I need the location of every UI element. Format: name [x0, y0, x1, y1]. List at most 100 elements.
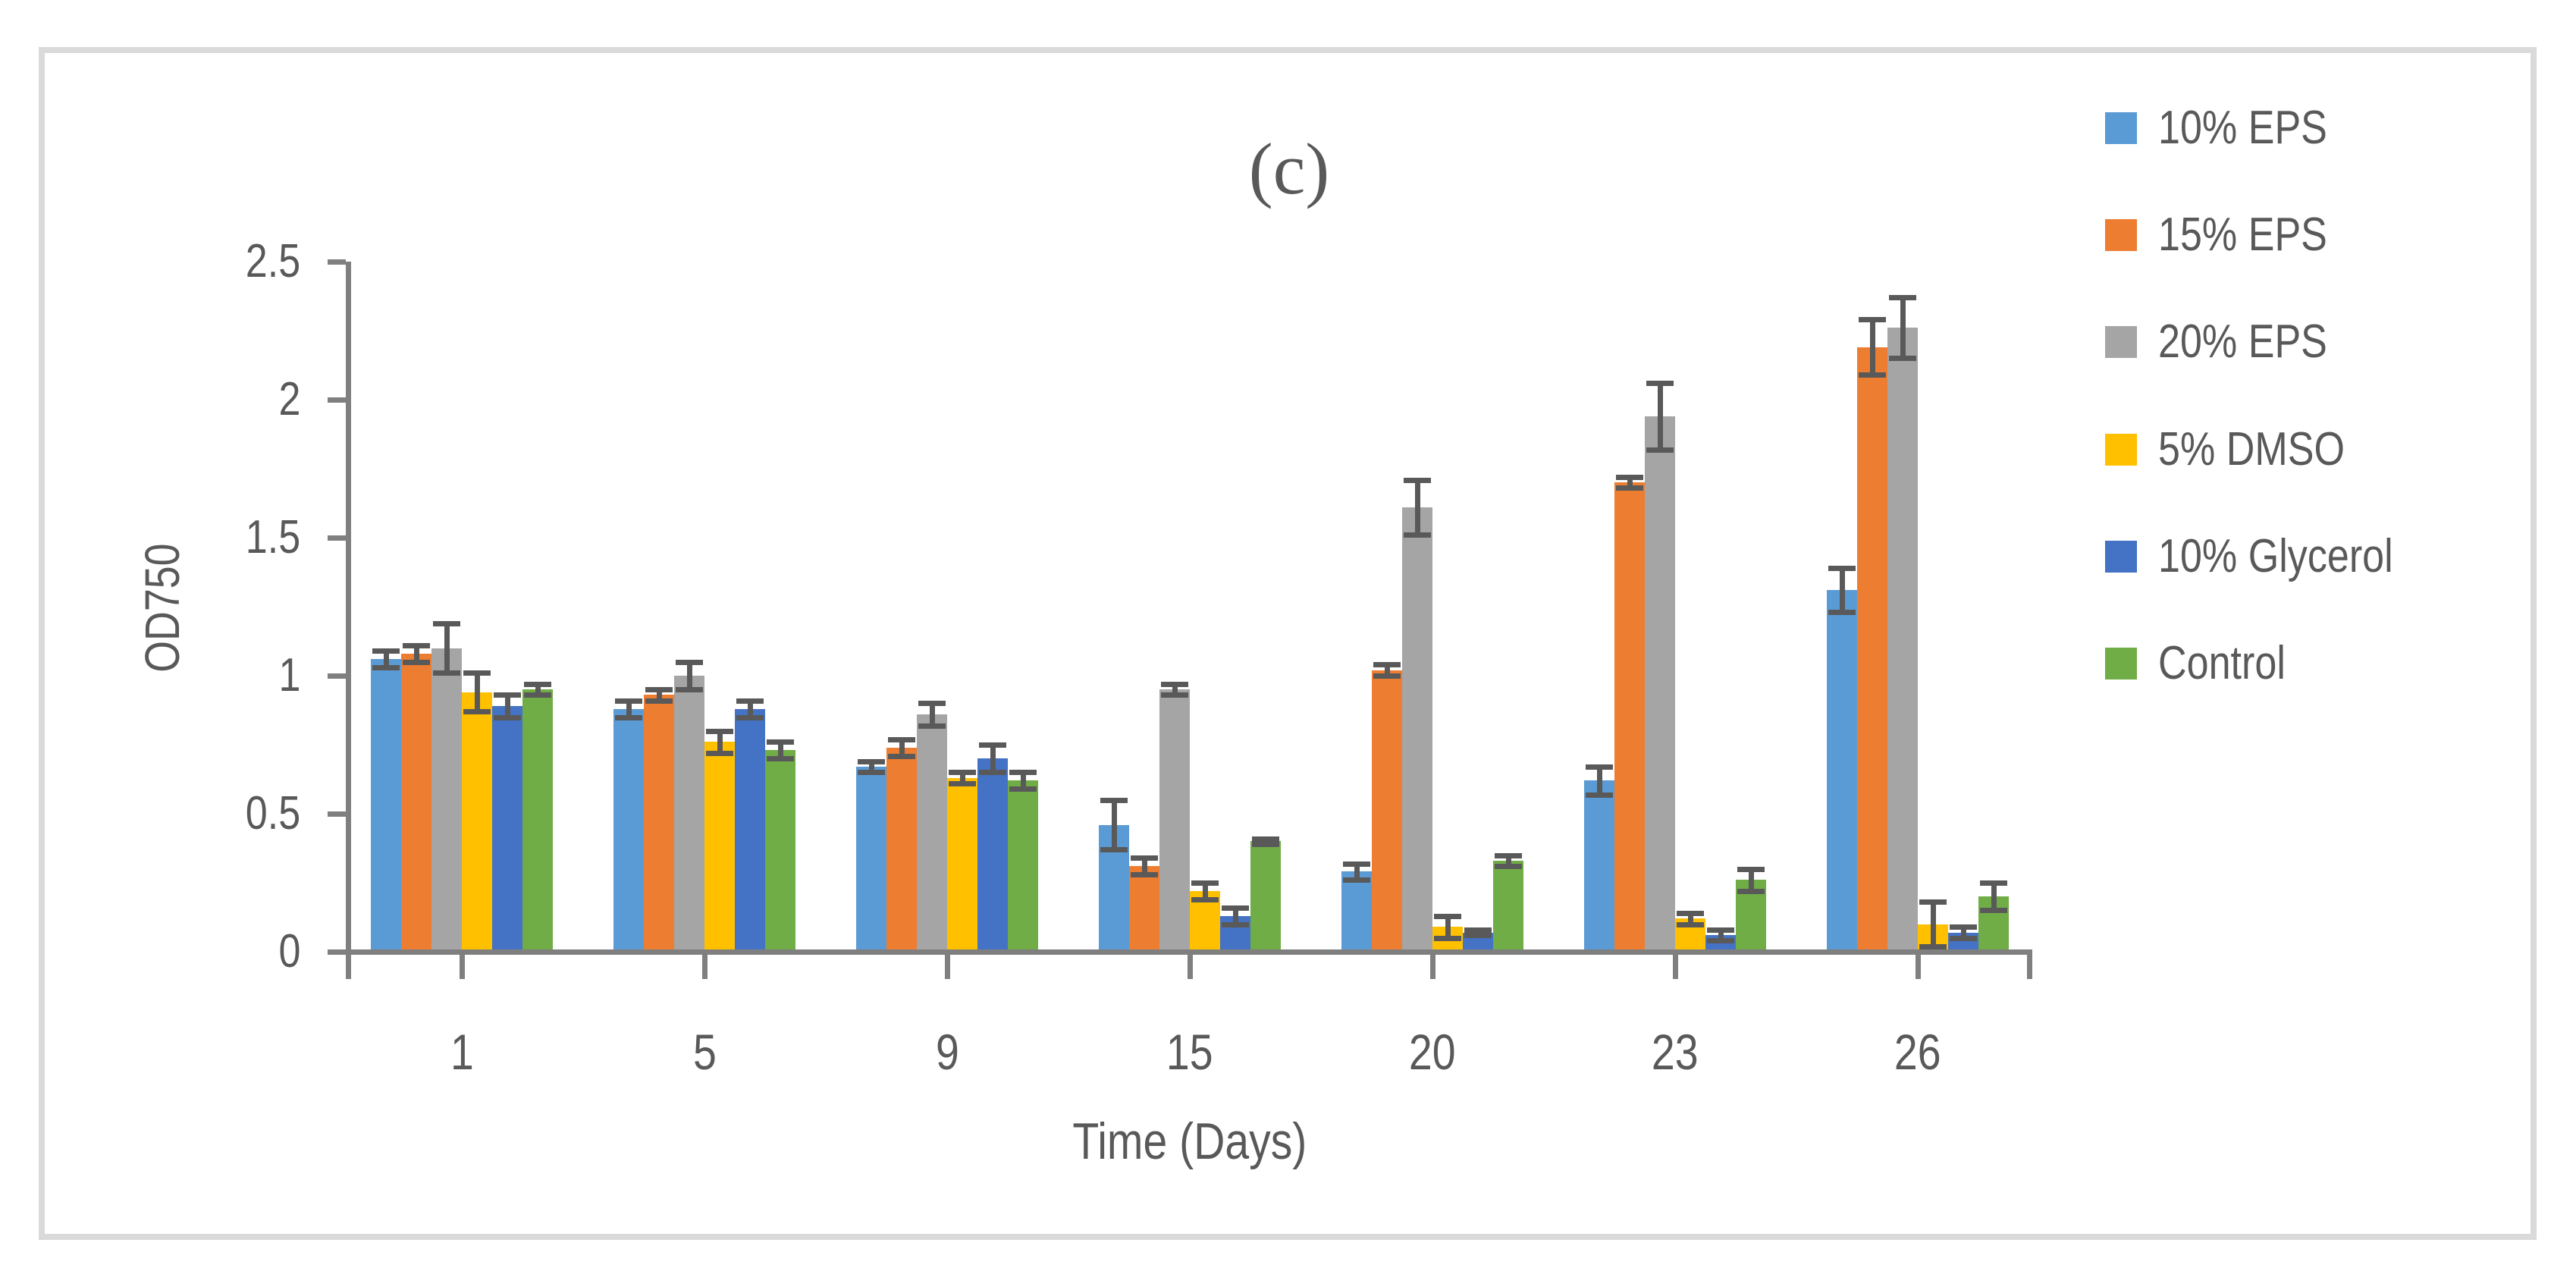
x-tick-label: 20 [1349, 1018, 1516, 1086]
error-bar-line [1658, 383, 1663, 450]
error-bar-line [1688, 913, 1693, 924]
x-axis-tick [702, 955, 708, 979]
y-axis-tick [328, 811, 346, 817]
error-bar-line [1203, 883, 1208, 899]
bar [1614, 482, 1645, 952]
bar [522, 689, 553, 952]
error-bar-line [899, 739, 905, 756]
bar [1645, 416, 1675, 952]
x-tick-label-text: 15 [1166, 1024, 1213, 1080]
bar [1402, 507, 1432, 952]
error-bar-line [475, 673, 480, 711]
error-bar-cap [1586, 792, 1613, 798]
error-bar-line [717, 731, 723, 753]
bar [886, 748, 917, 952]
error-bar-line [778, 742, 783, 758]
bar [1857, 347, 1887, 952]
error-bar-cap [979, 742, 1006, 748]
error-bar-cap [1100, 847, 1128, 852]
error-bar-cap [524, 682, 551, 687]
bar [401, 654, 431, 952]
error-bar-cap [858, 759, 885, 764]
error-bar-line [990, 745, 996, 772]
error-bar-cap [1495, 853, 1522, 858]
y-tick-label-text: 2.5 [245, 235, 300, 287]
x-axis-title-text: Time (Days) [1072, 1113, 1307, 1170]
error-bar-line [748, 701, 753, 717]
error-bar-line [1931, 902, 1936, 946]
bar [1341, 871, 1372, 952]
error-bar-cap [1828, 566, 1856, 571]
y-axis-line [346, 262, 351, 955]
error-bar-cap [433, 670, 460, 676]
error-bar-cap [1616, 475, 1643, 480]
error-bar-line [1445, 916, 1451, 938]
error-bar-cap [1586, 764, 1613, 770]
y-tick-label-text: 0.5 [245, 787, 300, 839]
error-bar-cap [1889, 356, 1916, 361]
error-bar-cap [1100, 798, 1128, 803]
legend-swatch [2105, 112, 2137, 144]
x-axis-tick [346, 955, 351, 979]
x-tick-label-text: 1 [450, 1024, 474, 1080]
x-tick-label-text: 5 [692, 1024, 717, 1080]
bar [613, 709, 644, 952]
error-bar-cap [403, 660, 430, 665]
bar [765, 750, 795, 952]
error-bar-cap [1161, 692, 1188, 698]
x-tick-label: 15 [1106, 1018, 1273, 1086]
y-tick-label-text: 1 [278, 649, 300, 701]
x-tick-label-text: 20 [1409, 1024, 1456, 1080]
error-bar-line [960, 772, 965, 783]
error-bar-cap [1404, 532, 1431, 538]
x-axis-tick [2027, 955, 2032, 979]
error-bar-cap [615, 715, 642, 720]
error-bar-cap [1859, 317, 1886, 322]
error-bar-line [1354, 864, 1360, 880]
error-bar-cap [1222, 922, 1249, 927]
error-bar-line [687, 662, 692, 689]
error-bar-cap [918, 723, 946, 729]
error-bar-cap [1434, 936, 1461, 941]
error-bar-cap [1131, 855, 1158, 861]
x-axis-tick [1916, 955, 1921, 979]
y-tick-label: 0 [133, 920, 300, 984]
error-bar-cap [767, 739, 794, 745]
error-bar-cap [1252, 842, 1279, 847]
bar [1372, 670, 1402, 952]
error-bar-line [1900, 297, 1906, 358]
error-bar-cap [463, 670, 491, 676]
y-axis-tick [328, 535, 346, 541]
legend-label: 20% EPS [2158, 310, 2576, 374]
legend-label: 10% Glycerol [2158, 525, 2576, 588]
error-bar-cap [1889, 295, 1916, 300]
legend-label: 5% DMSO [2158, 418, 2576, 482]
y-tick-label: 2 [133, 368, 300, 432]
error-bar-cap [1919, 899, 1947, 905]
error-bar-line [1021, 772, 1026, 789]
error-bar-cap [433, 621, 460, 626]
error-bar-cap [463, 709, 491, 714]
error-bar-cap [645, 698, 673, 704]
bar [1827, 590, 1857, 952]
figure-border [39, 47, 2537, 1240]
x-tick-label-text: 9 [935, 1024, 959, 1080]
error-bar-line [1840, 568, 1845, 612]
x-tick-label: 5 [621, 1018, 788, 1086]
error-bar-cap [1373, 673, 1401, 679]
legend-swatch [2105, 541, 2137, 573]
error-bar-cap [1707, 938, 1734, 943]
y-axis-tick [328, 949, 346, 955]
error-bar-cap [1707, 927, 1734, 933]
x-tick-label: 26 [1834, 1018, 2001, 1086]
error-bar-line [1172, 684, 1178, 695]
bar [1008, 780, 1038, 952]
error-bar-cap [1434, 914, 1461, 919]
error-bar-cap [1737, 889, 1765, 894]
error-bar-cap [1404, 478, 1431, 483]
error-bar-cap [1646, 447, 1674, 453]
y-tick-label: 1 [133, 644, 300, 708]
error-bar-cap [1464, 927, 1492, 933]
error-bar-cap [949, 781, 976, 786]
